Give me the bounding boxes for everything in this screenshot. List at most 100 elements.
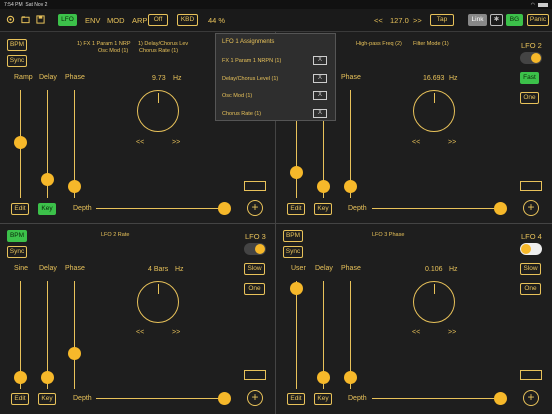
lfo2-rate-knob[interactable] <box>413 90 455 132</box>
lfo4-sync-button[interactable]: Sync <box>283 246 303 258</box>
lfo4-slow-button[interactable]: Slow <box>520 263 541 275</box>
lfo3-title: LFO 3 <box>245 232 266 241</box>
lfo1-rate-prev-button[interactable]: << <box>136 139 145 146</box>
lfo4-rate-prev-button[interactable]: << <box>412 329 421 336</box>
tab-mod[interactable]: MOD <box>107 16 125 25</box>
lfo2-ramp-slider[interactable] <box>290 166 303 179</box>
lfo1-bpm-button[interactable]: BPM <box>7 39 27 51</box>
background-button[interactable]: BG <box>506 14 523 26</box>
lfo3-waveform-icon[interactable] <box>244 370 266 380</box>
lfo2-fast-button[interactable]: Fast <box>520 72 539 84</box>
lfo4-waveform-icon[interactable] <box>520 370 542 380</box>
lfo2-edit-button[interactable]: Edit <box>287 203 305 215</box>
lfo3-sine-slider[interactable] <box>14 371 27 384</box>
lfo3-edit-button[interactable]: Edit <box>11 393 29 405</box>
gear-icon[interactable] <box>6 15 15 24</box>
lfo2-rate-next-button[interactable]: >> <box>448 139 457 146</box>
lfo4-target: LFO 3 Phase <box>372 232 405 238</box>
lfo3-phase-slider[interactable] <box>68 347 81 360</box>
lfo3-rate-knob[interactable] <box>137 281 179 323</box>
arp-off-button[interactable]: Off <box>148 14 168 26</box>
lfo1-sync-button[interactable]: Sync <box>7 55 27 67</box>
lfo1-waveform-icon[interactable] <box>244 181 266 191</box>
lfo1-ramp-slider[interactable] <box>14 136 27 149</box>
lfo2-enable-toggle[interactable] <box>520 52 542 64</box>
lfo2-add-button[interactable]: + <box>523 200 539 216</box>
tempo-next-button[interactable]: >> <box>413 16 422 25</box>
lfo1-target-3: Osc Mod (1) <box>98 48 129 54</box>
lfo1-rate-knob[interactable] <box>137 90 179 132</box>
lfo3-delay-slider[interactable] <box>41 371 54 384</box>
lfo3-rate-next-button[interactable]: >> <box>172 329 181 336</box>
tab-lfo[interactable]: LFO <box>58 14 77 26</box>
lfo4-depth-slider[interactable] <box>494 392 507 405</box>
lfo3-sync-button[interactable]: Sync <box>7 246 27 258</box>
link-button[interactable]: Link <box>468 14 487 26</box>
lfo1-rate-next-button[interactable]: >> <box>172 139 181 146</box>
lfo2-ramp-track <box>296 90 297 198</box>
lfo3-rate-prev-button[interactable]: << <box>136 329 145 336</box>
popup-remove-button[interactable]: X <box>313 91 327 100</box>
kbd-button[interactable]: KBD <box>177 14 198 26</box>
lfo4-one-button[interactable]: One <box>520 283 541 295</box>
lfo4-phase-slider[interactable] <box>344 371 357 384</box>
toolbar: LFO ENV MOD ARP Off KBD 44 % << 127.0 >>… <box>0 9 552 32</box>
panel-divider-horizontal <box>0 223 552 224</box>
popup-row-label: Osc Mod (1) <box>222 93 253 99</box>
lfo2-depth-slider[interactable] <box>494 202 507 215</box>
lfo3-add-button[interactable]: + <box>247 390 263 406</box>
tab-arp[interactable]: ARP <box>132 16 148 25</box>
tempo-prev-button[interactable]: << <box>374 16 383 25</box>
cpu-percent: 44 % <box>208 16 226 25</box>
lfo2-one-button[interactable]: One <box>520 92 539 104</box>
lfo4-rate-next-button[interactable]: >> <box>448 329 457 336</box>
lfo2-waveform-icon[interactable] <box>520 181 542 191</box>
lfo4-enable-toggle[interactable] <box>520 243 542 255</box>
lfo2-delay-slider[interactable] <box>317 180 330 193</box>
wifi-icon: ◠ <box>530 1 535 8</box>
lfo4-user-slider[interactable] <box>290 282 303 295</box>
lfo4-edit-button[interactable]: Edit <box>287 393 305 405</box>
lfo4-bpm-button[interactable]: BPM <box>283 230 303 242</box>
lfo3-depth-slider[interactable] <box>218 392 231 405</box>
panic-button[interactable]: Panic <box>527 14 549 26</box>
lfo3-phase-track <box>74 281 75 389</box>
lfo4-phase-label: Phase <box>341 265 361 272</box>
lfo3-enable-toggle[interactable] <box>244 243 266 255</box>
lfo2-depth-track <box>372 208 502 209</box>
popup-remove-button[interactable]: X <box>313 56 327 65</box>
lfo2-rate-prev-button[interactable]: << <box>412 139 421 146</box>
lfo3-sine-track <box>20 281 21 389</box>
folder-icon[interactable] <box>21 15 30 24</box>
lfo1-key-button[interactable]: Key <box>38 203 56 215</box>
lfo2-title: LFO 2 <box>521 41 542 50</box>
lfo1-delay-slider[interactable] <box>41 173 54 186</box>
lfo1-edit-button[interactable]: Edit <box>11 203 29 215</box>
bluetooth-icon[interactable]: ✱ <box>490 14 503 26</box>
lfo4-key-button[interactable]: Key <box>314 393 332 405</box>
lfo4-add-button[interactable]: + <box>523 390 539 406</box>
lfo4-delay-slider[interactable] <box>317 371 330 384</box>
lfo3-key-button[interactable]: Key <box>38 393 56 405</box>
lfo4-rate-knob[interactable] <box>413 281 455 323</box>
lfo3-bpm-button[interactable]: BPM <box>7 230 27 242</box>
lfo1-depth-slider[interactable] <box>218 202 231 215</box>
save-icon[interactable] <box>36 15 45 24</box>
tempo-value[interactable]: 127.0 <box>390 16 409 25</box>
lfo4-user-label: User <box>291 265 306 272</box>
lfo1-depth-label: Depth <box>73 205 92 212</box>
popup-remove-button[interactable]: X <box>313 109 327 118</box>
lfo1-add-button[interactable]: + <box>247 200 263 216</box>
tap-button[interactable]: Tap <box>430 14 454 26</box>
tab-env[interactable]: ENV <box>85 16 101 25</box>
lfo3-slow-button[interactable]: Slow <box>244 263 265 275</box>
lfo1-phase-slider[interactable] <box>68 180 81 193</box>
popup-remove-button[interactable]: X <box>313 74 327 83</box>
lfo3-depth-label: Depth <box>73 395 92 402</box>
lfo3-one-button[interactable]: One <box>244 283 265 295</box>
lfo2-key-button[interactable]: Key <box>314 203 332 215</box>
lfo1-phase-label: Phase <box>65 74 85 81</box>
lfo4-phase-track <box>350 281 351 389</box>
lfo2-phase-slider[interactable] <box>344 180 357 193</box>
lfo1-rate-unit: Hz <box>173 75 182 82</box>
